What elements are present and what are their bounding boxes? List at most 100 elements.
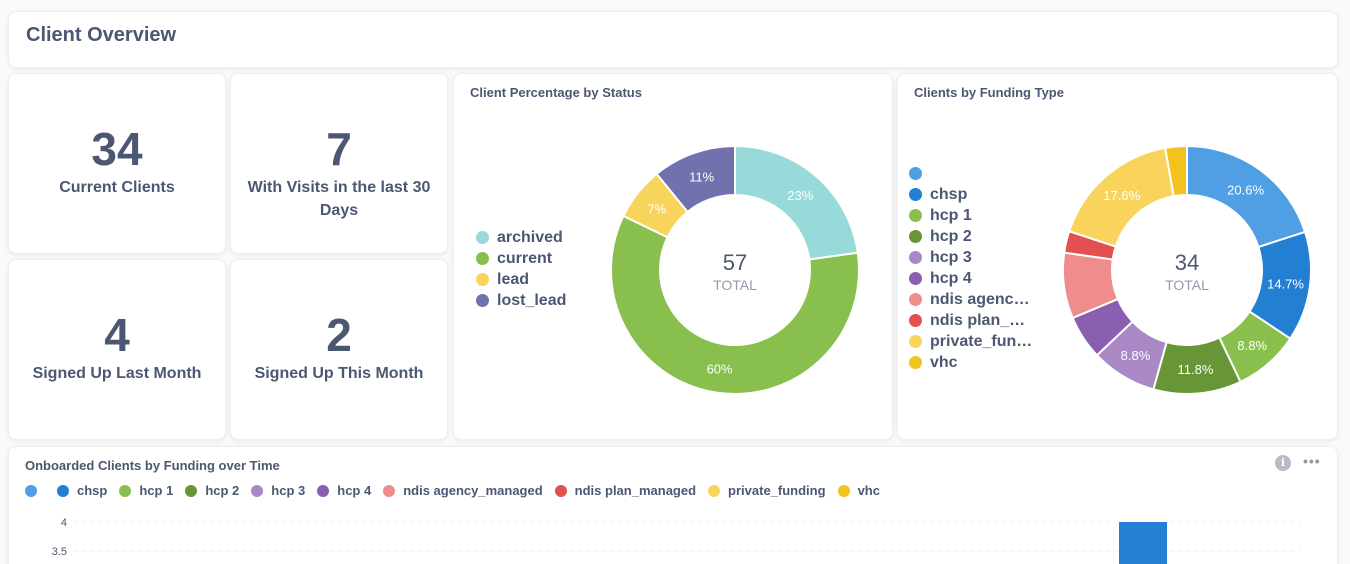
chart-title[interactable]: Clients by Funding Type [914, 85, 1064, 100]
donut-center-label: TOTAL [713, 277, 757, 293]
legend-label: lead [497, 270, 530, 288]
stat-card-current-clients[interactable]: 34 Current Clients [8, 73, 226, 254]
legend-item-hcp-3[interactable]: hcp 3 [909, 247, 1032, 268]
legend-item-vhc[interactable]: vhc [909, 352, 1032, 373]
stat-value: 7 [326, 123, 352, 175]
legend-label: chsp [930, 185, 968, 203]
page-title: Client Overview [26, 24, 177, 46]
chart-legend: chsp hcp 1 hcp 2 hcp 3 hcp 4 ndis agency… [25, 483, 892, 498]
status-chart-card[interactable]: Client Percentage by Status archived cur… [453, 73, 893, 440]
legend-item-hcp-2[interactable]: hcp 2 [185, 483, 239, 498]
stat-label: With Visits in the last 30 Days [247, 179, 431, 219]
stat-card-signed-up-last-month[interactable]: 4 Signed Up Last Month [8, 259, 226, 440]
legend-item-chsp[interactable]: chsp [909, 184, 1032, 205]
donut-slice[interactable] [734, 144, 859, 261]
legend-label: lost_lead [497, 291, 567, 309]
slice-label: 20.6% [1227, 183, 1264, 198]
legend-item-chsp[interactable]: chsp [57, 483, 107, 498]
legend-item-private-funding[interactable]: private_fun… [909, 331, 1032, 352]
stat-value: 2 [326, 309, 352, 361]
legend-dot-icon [909, 209, 922, 222]
slice-label: 7% [648, 201, 667, 216]
legend-dot-icon [554, 484, 567, 497]
stat-card-signed-up-this-month[interactable]: 2 Signed Up This Month [230, 259, 448, 440]
stat-label: Current Clients [59, 179, 175, 196]
legend-label: hcp 1 [139, 483, 174, 498]
legend-dot-icon [909, 356, 922, 369]
legend-dot-icon [909, 293, 922, 306]
donut-center-value: 57 [723, 250, 747, 275]
legend-item-ndis-agency[interactable]: ndis agenc… [909, 289, 1032, 310]
legend-item-hcp-3[interactable]: hcp 3 [251, 483, 305, 498]
legend-item-hcp-1[interactable]: hcp 1 [909, 205, 1032, 226]
legend-dot-icon [837, 484, 850, 497]
legend-label: ndis agency_managed [403, 483, 543, 498]
legend-item-empty[interactable] [909, 163, 1032, 184]
legend-dot-icon [909, 335, 922, 348]
status-donut-chart[interactable]: 23% 60% 7% 11% 57 TOTAL [609, 144, 861, 396]
legend-item-lead[interactable]: lead [476, 269, 566, 290]
legend-label: hcp 4 [337, 483, 372, 498]
legend-item-vhc[interactable]: vhc [837, 483, 880, 498]
legend-dot-icon [251, 484, 264, 497]
info-icon[interactable]: i [1275, 455, 1291, 471]
stat-value: 34 [91, 123, 143, 175]
slice-label: 23% [787, 188, 813, 203]
donut-center-label: TOTAL [1165, 277, 1209, 293]
legend-dot-icon [476, 294, 489, 307]
donut-slice[interactable] [1163, 144, 1188, 198]
chart-title[interactable]: Onboarded Clients by Funding over Time [25, 458, 280, 473]
legend-dot-icon [317, 484, 330, 497]
y-tick-label: 4 [61, 517, 67, 529]
funding-over-time-chart-card[interactable]: Onboarded Clients by Funding over Time i… [8, 446, 1338, 564]
stat-card-visits-30-days[interactable]: 7 With Visits in the last 30 Days [230, 73, 448, 254]
legend-label: hcp 3 [271, 483, 306, 498]
legend-item-hcp-4[interactable]: hcp 4 [909, 268, 1032, 289]
legend-dot-icon [909, 314, 922, 327]
legend-item-lost-lead[interactable]: lost_lead [476, 290, 566, 311]
legend-item-ndis-plan[interactable]: ndis plan_… [909, 310, 1032, 331]
slice-label: 11.8% [1178, 362, 1214, 377]
legend-label: private_fun… [930, 332, 1033, 350]
more-icon[interactable]: ••• [1303, 453, 1321, 469]
chart-title[interactable]: Client Percentage by Status [470, 85, 642, 100]
legend-label: hcp 2 [205, 483, 240, 498]
legend-label: private_funding [728, 483, 826, 498]
legend-dot-icon [909, 188, 922, 201]
legend-label: ndis agenc… [930, 290, 1030, 308]
legend-dot-icon [185, 484, 198, 497]
legend-label: vhc [930, 353, 958, 371]
dashboard-header: Client Overview [8, 11, 1338, 68]
legend-item-private-funding[interactable]: private_funding [708, 483, 826, 498]
legend-label: ndis plan_… [930, 311, 1026, 329]
legend-label: hcp 2 [930, 227, 972, 245]
legend-dot-icon [476, 231, 489, 244]
donut-slice[interactable] [655, 144, 736, 214]
legend-label: chsp [77, 483, 108, 498]
legend-dot-icon [909, 272, 922, 285]
legend-label: hcp 4 [930, 269, 972, 287]
legend-item-current[interactable]: current [476, 248, 566, 269]
legend-label: current [497, 249, 553, 267]
legend-item-ndis-agency[interactable]: ndis agency_managed [383, 483, 543, 498]
donut-slice[interactable] [610, 214, 860, 395]
funding-chart-card[interactable]: Clients by Funding Type chsp hcp 1 hcp 2… [897, 73, 1338, 440]
funding-donut-chart[interactable]: 20.6% 14.7% 8.8% 11.8% 8.8% 17.6% 34 TOTAL [1061, 144, 1313, 396]
legend-item-archived[interactable]: archived [476, 227, 566, 248]
legend-item-hcp-4[interactable]: hcp 4 [317, 483, 371, 498]
legend-dot-icon [57, 484, 69, 497]
legend-dot-icon [476, 273, 489, 286]
stat-label: Signed Up Last Month [32, 365, 202, 382]
slice-label: 60% [707, 361, 733, 376]
bar-chart[interactable]: 4 3.5 [9, 507, 1337, 564]
slice-label: 11% [689, 169, 714, 184]
legend-dot-icon [909, 167, 922, 180]
legend-item-empty[interactable] [25, 483, 45, 498]
legend-item-ndis-plan[interactable]: ndis plan_managed [554, 483, 696, 498]
donut-center-value: 34 [1175, 250, 1199, 275]
bar-chsp[interactable] [1119, 522, 1167, 564]
slice-label: 8.8% [1237, 338, 1267, 353]
legend-item-hcp-2[interactable]: hcp 2 [909, 226, 1032, 247]
legend-item-hcp-1[interactable]: hcp 1 [119, 483, 173, 498]
y-tick-label: 3.5 [52, 546, 67, 558]
